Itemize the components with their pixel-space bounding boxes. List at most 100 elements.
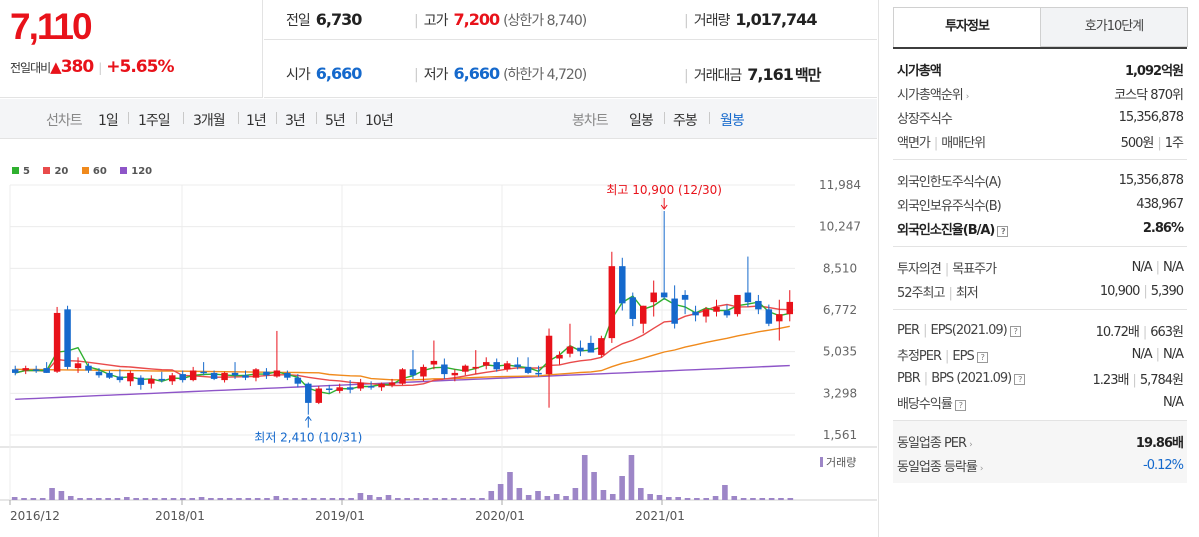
help-icon[interactable]: ? — [954, 399, 966, 411]
candle-body — [179, 374, 186, 381]
candle-body — [378, 383, 385, 388]
volume-bar — [254, 498, 261, 500]
volume-bar — [245, 498, 252, 500]
volume-bar — [479, 498, 485, 500]
candle-body — [776, 314, 783, 322]
help-icon[interactable]: ? — [976, 351, 988, 363]
info-key: 시가총액순위 › — [897, 87, 969, 103]
candle-body — [95, 371, 103, 376]
candle-body — [200, 371, 207, 374]
candle-body — [619, 266, 626, 304]
volume-bar — [161, 498, 167, 500]
tab-orderbook[interactable]: 호가10단계 — [1040, 7, 1188, 47]
volume-bar — [404, 498, 410, 500]
candle-body — [127, 372, 134, 382]
candle-body — [723, 310, 731, 316]
period-1d[interactable]: 1일 — [98, 113, 119, 129]
volume-bar — [395, 498, 401, 500]
y-tick-label: 8,510 — [823, 261, 857, 275]
help-icon[interactable]: ? — [997, 225, 1009, 237]
volume-bar — [142, 498, 149, 500]
volume-bar — [647, 494, 653, 500]
candle-weekly[interactable]: 주봉 — [673, 113, 698, 129]
info-row[interactable]: 동일업종 PER › 19.86배 — [897, 429, 1184, 453]
candle-body — [43, 368, 50, 373]
volume-bar — [731, 496, 738, 500]
candle-body — [587, 342, 595, 353]
legend-ma60: 60 — [81, 166, 107, 177]
candle-body — [367, 386, 375, 388]
candle-body — [493, 362, 500, 370]
period-5y[interactable]: 5년 — [325, 113, 346, 129]
candle-body — [242, 375, 249, 378]
candle-body — [524, 366, 532, 373]
volume-bar — [413, 498, 420, 500]
period-1y[interactable]: 1년 — [246, 113, 267, 129]
info-value: 15,356,878 — [1118, 109, 1184, 125]
price-summary: 7,110 전일대비▲380 | +5.65% — [0, 0, 263, 98]
candle-body — [315, 388, 323, 403]
volume-bar — [217, 498, 224, 500]
info-group: PER | EPS(2021.09)? 10.72배 | 663원 추정PER | EPS? N/… — [893, 310, 1187, 421]
candle-body — [294, 377, 302, 384]
help-icon[interactable]: ? — [1009, 325, 1021, 337]
candle-body — [692, 311, 699, 316]
stat-low: | 저가 6,660 (하한가 4,720) — [414, 64, 587, 83]
info-row: 시가총액 1,092억원 — [897, 57, 1184, 81]
volume-bar — [30, 498, 37, 500]
volume-bar — [292, 498, 298, 500]
candle-body — [357, 382, 364, 389]
chevron-right-icon: › — [965, 91, 969, 102]
period-10y[interactable]: 10년 — [365, 113, 394, 129]
max-arrow-head — [660, 204, 668, 210]
info-row[interactable]: 시가총액순위 › 코스닥 870위 — [897, 81, 1184, 105]
period-1w[interactable]: 1주일 — [138, 113, 171, 129]
period-3y[interactable]: 3년 — [285, 113, 306, 129]
volume-bar — [712, 496, 719, 500]
candle-body — [388, 382, 396, 385]
candle-body — [221, 372, 228, 381]
volume-bar — [366, 495, 373, 500]
info-value: 10.72배 | 663원 — [1095, 324, 1184, 340]
stock-chart: 5 20 60 120 11,984 10,247 8,510 6,772 5,035 3… — [0, 140, 877, 537]
volume-bar — [544, 496, 551, 500]
volume-bar — [105, 498, 111, 500]
tab-investment-info[interactable]: 투자정보 — [893, 7, 1041, 47]
volume-bar — [516, 488, 523, 500]
candle-daily[interactable]: 일봉 — [629, 113, 654, 129]
change-label: 전일대비 — [10, 61, 51, 75]
info-key: 추정PER | EPS? — [897, 345, 988, 364]
period-3m[interactable]: 3개월 — [193, 113, 226, 129]
x-tick-label: 2021/01 — [635, 509, 685, 523]
info-key: PBR | BPS (2021.09)? — [897, 371, 1026, 386]
candle-body — [577, 347, 584, 352]
info-key: PER | EPS(2021.09)? — [897, 323, 1021, 338]
info-value: 15,356,878 — [1118, 172, 1184, 188]
candle-monthly[interactable]: 월봉 — [720, 113, 745, 129]
volume-bar — [329, 498, 336, 500]
candle-body — [148, 378, 155, 384]
volume-bar — [77, 498, 83, 500]
volume-bar — [722, 485, 728, 500]
candle-body — [325, 388, 333, 390]
info-key: 동일업종 PER › — [897, 435, 973, 451]
y-tick-label: 11,984 — [819, 178, 861, 192]
volume-bar — [609, 494, 616, 500]
candle-body — [598, 338, 605, 355]
help-icon[interactable]: ? — [1014, 373, 1026, 385]
candle-body — [556, 354, 563, 359]
candle-body — [535, 372, 542, 375]
volume-bar — [39, 498, 46, 500]
info-row: 배당수익률? N/A — [897, 390, 1184, 414]
x-tick-label: 2020/01 — [475, 509, 525, 523]
price-stats: 전일 6,730 | 고가 7,200 (상한가 8,740) | 거래량 1,017,74… — [264, 0, 877, 98]
info-row[interactable]: 동일업종 등락률 › -0.12% — [897, 453, 1184, 477]
volume-bar — [694, 498, 700, 500]
info-key: 시가총액 — [897, 63, 942, 79]
volume-bar — [469, 498, 476, 500]
info-row: 외국인보유주식수(B) 438,967 — [897, 192, 1184, 216]
stat-volume: | 거래량 1,017,744 — [684, 10, 817, 29]
info-key: 52주최고 | 최저 — [897, 285, 979, 301]
info-value: 10,900 | 5,390 — [1099, 283, 1184, 299]
info-value: 19.86배 — [1135, 435, 1184, 451]
